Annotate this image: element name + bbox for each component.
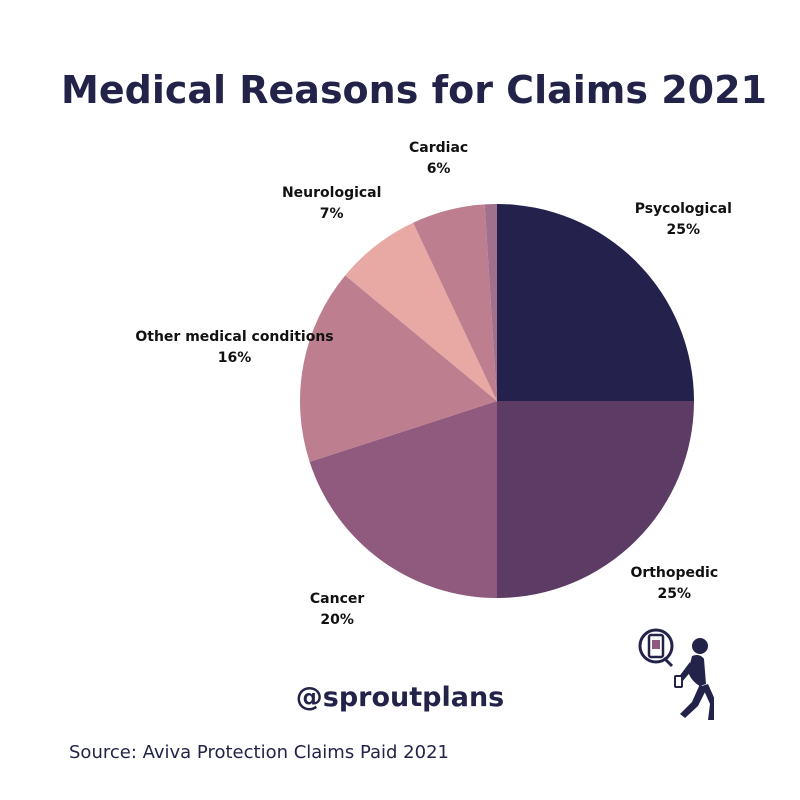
pie-slice-other-medical-conditions xyxy=(299,275,497,462)
brand-handle: @sproutplans xyxy=(295,682,505,713)
pie-slice-orthopedic xyxy=(497,401,694,598)
slice-label-psycological: Psycological 25% xyxy=(635,199,732,241)
slice-label-name: Cardiac xyxy=(408,140,469,156)
slice-label-value: 6% xyxy=(426,161,451,177)
chart-title: Medical Reasons for Claims 2021 xyxy=(61,68,767,112)
slice-label-value: 16% xyxy=(217,350,252,367)
slice-label-name: Other medical conditions xyxy=(135,329,334,346)
slice-label-value: 7% xyxy=(319,205,344,222)
slice-label-other-medical-conditions: Other medical conditions 16% xyxy=(135,327,333,369)
slice-label-cardiac: Cardiac 6% xyxy=(409,138,468,180)
slice-label-name: Orthopedic xyxy=(630,565,719,582)
walking-person-with-phone-icon xyxy=(638,628,714,720)
slice-label-orthopedic: Orthopedic 25% xyxy=(630,563,718,605)
slice-label-cancer: Cancer 20% xyxy=(310,589,364,631)
pie-slice-cancer xyxy=(309,401,497,598)
pie-slice-neurological xyxy=(345,222,497,401)
source-note: Source: Aviva Protection Claims Paid 202… xyxy=(69,742,449,763)
slice-label-name: Cancer xyxy=(309,591,365,608)
pie-slice-cardiac xyxy=(413,204,497,401)
slice-label-value: 20% xyxy=(320,612,354,629)
slice-label-neurological: Neurological 7% xyxy=(282,183,381,225)
slice-label-name: Neurological xyxy=(281,184,382,201)
slice-label-value: 25% xyxy=(657,586,692,603)
pie-slice-unlabeled xyxy=(484,204,497,401)
pie-slice-psycological xyxy=(497,204,694,401)
slice-label-value: 25% xyxy=(666,221,701,238)
slice-label-name: Psycological xyxy=(634,200,732,217)
